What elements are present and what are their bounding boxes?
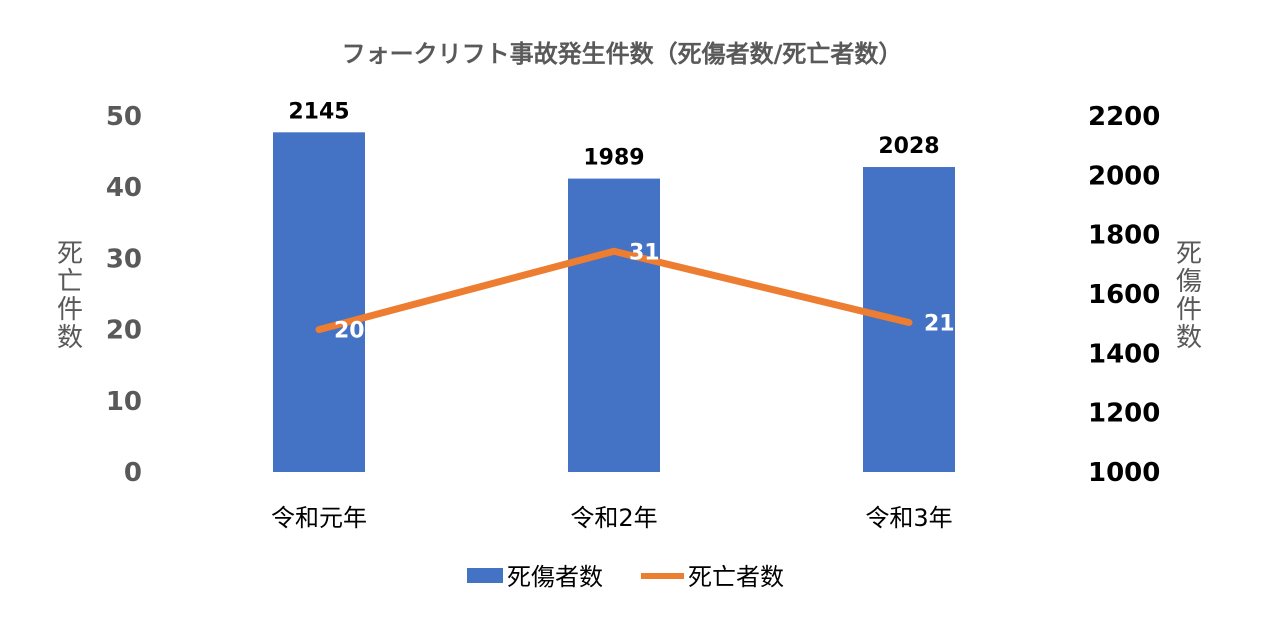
line-path [315,247,913,334]
category-label: 令和2年 [570,504,657,532]
category-labels: 令和元年 令和2年 令和3年 [271,504,953,532]
legend-label-line: 死亡者数 [688,563,784,591]
bar-series: 2145 1989 2028 [273,99,955,473]
legend-swatch-bar [467,568,503,583]
left-axis-tick-label: 0 [124,458,142,488]
left-axis-tick-label: 20 [106,316,142,346]
bar-value-label: 2028 [878,134,939,159]
bar [568,178,660,472]
axis-label-char: 傷 [1176,267,1202,297]
axis-label-char: 件 [57,295,83,325]
right-axis-tick-label: 1000 [1088,458,1160,488]
line-value-label: 20 [334,319,365,344]
right-axis-tick-label: 1200 [1088,399,1160,429]
line-value-label: 21 [924,311,955,336]
bar-value-label: 1989 [583,146,644,171]
left-axis-tick-label: 30 [106,244,142,274]
right-axis-tick-label: 1600 [1088,280,1160,310]
axis-label-char: 数 [57,323,83,353]
line-value-label: 31 [629,240,660,265]
left-axis-ticks: 0 10 20 30 40 50 [106,102,142,488]
right-axis-tick-label: 2200 [1088,102,1160,132]
legend: 死傷者数 死亡者数 [467,563,784,591]
right-axis-tick-label: 2000 [1088,161,1160,191]
right-axis-tick-label: 1800 [1088,221,1160,251]
bar [273,132,365,473]
left-axis-tick-label: 40 [106,173,142,203]
right-axis-tick-label: 1400 [1088,339,1160,369]
line-series: 20 31 21 [315,240,955,344]
legend-label-bar: 死傷者数 [507,563,603,591]
category-label: 令和元年 [271,504,367,532]
axis-label-char: 件 [1176,295,1202,325]
chart-title: フォークリフト事故発生件数（死傷者数/死亡者数） [342,40,903,68]
axis-label-char: 数 [1176,323,1202,353]
left-axis-tick-label: 50 [106,102,142,132]
axis-label-char: 亡 [57,267,83,297]
left-axis-tick-label: 10 [106,387,142,417]
category-label: 令和3年 [865,504,952,532]
right-axis-ticks: 1000 1200 1400 1600 1800 2000 2200 [1088,102,1160,488]
bar-value-label: 2145 [288,99,349,124]
axis-label-char: 死 [1176,239,1202,269]
axis-label-char: 死 [57,239,83,269]
